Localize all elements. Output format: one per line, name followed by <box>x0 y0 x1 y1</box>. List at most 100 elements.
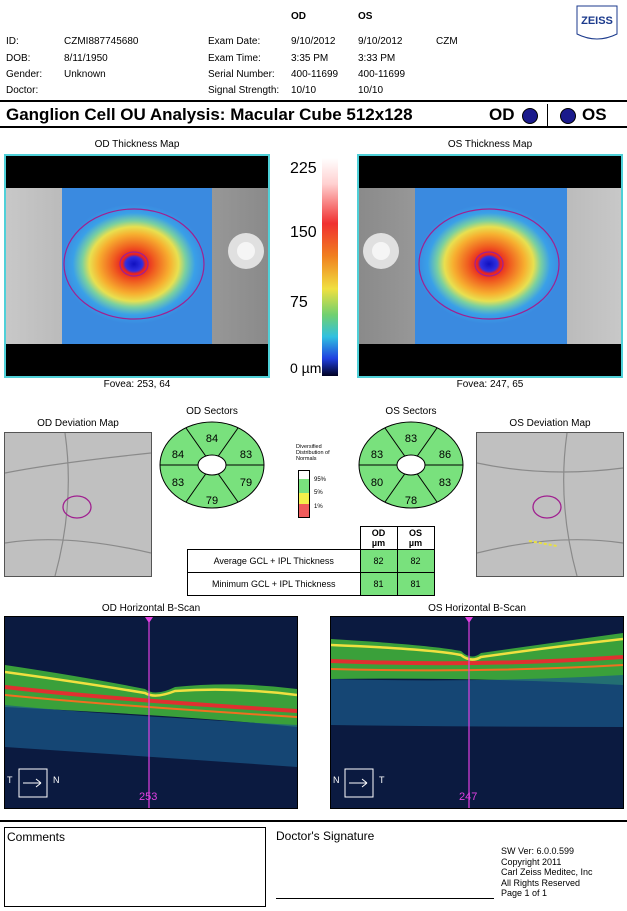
scale-label-0: 0 µm <box>290 360 322 376</box>
os-sector-inferonasal: 80 <box>371 477 383 489</box>
zeiss-logo-text: ZEISS <box>581 15 613 27</box>
od-bscan-title: OD Horizontal B-Scan <box>101 603 201 614</box>
table-row: Average GCL + IPL Thickness 82 82 <box>187 548 435 573</box>
gender-value: Unknown <box>64 69 106 80</box>
od-sector-inferotemporal: 83 <box>172 477 184 489</box>
os-sector-superonasal: 83 <box>371 449 383 461</box>
scale-label-75: 75 <box>290 294 308 311</box>
col-header-os: OS µm <box>396 526 435 550</box>
doctor-label: Doctor: <box>6 85 39 96</box>
gcl-thickness-table: OD µm OS µm Average GCL + IPL Thickness … <box>187 526 435 596</box>
os-bscan-image[interactable]: N T 247 <box>330 616 624 809</box>
os-sector-superotemporal: 86 <box>439 449 451 461</box>
normals-legend-title: Diversified Distribution of Normals <box>296 444 330 462</box>
od-bscan-position: 253 <box>139 791 158 803</box>
exam-date-label: Exam Date: <box>208 36 261 47</box>
od-fovea-label: Fovea: 253, 64 <box>103 379 171 390</box>
os-fovea-label: Fovea: 247, 65 <box>456 379 524 390</box>
os-eye-dot-icon <box>560 108 576 124</box>
normals-legend-bar <box>298 470 310 518</box>
operator: CZM <box>436 36 458 47</box>
legend-1: 1% <box>314 504 323 510</box>
legend-95: 95% <box>314 477 327 483</box>
od-thickness-map[interactable] <box>4 154 270 378</box>
signal-od: 10/10 <box>291 85 317 96</box>
os-thickness-title: OS Thickness Map <box>447 139 533 150</box>
id-label: ID: <box>6 36 19 47</box>
serial-od: 400-11699 <box>291 69 339 80</box>
minimum-od-value: 81 <box>359 571 398 596</box>
signature-line[interactable] <box>276 898 494 899</box>
od-sector-inferonasal: 79 <box>240 477 252 489</box>
average-od-value: 82 <box>359 548 398 573</box>
os-sectors-title: OS Sectors <box>385 406 437 417</box>
title-divider <box>547 104 548 126</box>
page-number: Page 1 of 1 <box>501 888 548 898</box>
footer-divider <box>0 820 627 822</box>
serial-label: Serial Number: <box>208 69 275 80</box>
dob-label: DOB: <box>6 53 31 64</box>
od-sector-inferior: 79 <box>206 495 218 507</box>
exam-date-od: 9/10/2012 <box>291 36 336 47</box>
rights-text: All Rights Reserved <box>501 877 581 888</box>
od-title-label: OD <box>489 105 515 124</box>
od-bscan-n: N <box>53 775 60 785</box>
os-title-label: OS <box>582 105 607 124</box>
os-bscan-n: N <box>333 775 340 785</box>
row-label-minimum: Minimum GCL + IPL Thickness <box>187 571 361 596</box>
comments-label: Comments <box>7 830 66 844</box>
gender-label: Gender: <box>6 69 43 80</box>
table-header-row: OD µm OS µm <box>188 526 435 550</box>
os-sector-superior: 83 <box>405 433 417 445</box>
company-name: Carl Zeiss Meditec, Inc <box>501 867 593 877</box>
exam-time-os: 3:33 PM <box>358 53 396 64</box>
col-header-od: OD µm <box>359 526 398 550</box>
od-sector-chart: 84 83 79 79 83 84 <box>159 421 265 509</box>
od-deviation-title: OD Deviation Map <box>37 418 119 429</box>
zeiss-logo: ZEISS <box>575 4 619 42</box>
comments-box[interactable]: Comments <box>4 827 266 907</box>
od-sector-superonasal: 83 <box>240 449 252 461</box>
serial-os: 400-11699 <box>358 69 406 80</box>
od-thickness-title: OD Thickness Map <box>94 139 180 150</box>
exam-date-os: 9/10/2012 <box>358 36 403 47</box>
od-eye-dot-icon <box>522 108 538 124</box>
os-sector-chart: 83 86 83 78 80 83 <box>358 421 464 509</box>
od-deviation-map[interactable] <box>4 432 152 577</box>
od-bscan-t: T <box>7 775 13 785</box>
signal-label: Signal Strength: <box>208 85 280 96</box>
average-os-value: 82 <box>396 548 435 573</box>
os-sector-inferior: 78 <box>405 495 417 507</box>
exam-time-label: Exam Time: <box>208 53 261 64</box>
row-label-average: Average GCL + IPL Thickness <box>187 548 361 573</box>
os-bscan-title: OS Horizontal B-Scan <box>428 603 526 614</box>
scale-label-150: 150 <box>290 224 317 241</box>
signature-label: Doctor's Signature <box>276 829 375 843</box>
od-sectors-title: OD Sectors <box>186 406 238 417</box>
od-bscan-image[interactable]: T N 253 <box>4 616 298 809</box>
od-sector-superior: 84 <box>206 433 218 445</box>
od-sector-superotemporal: 84 <box>172 449 184 461</box>
table-row: Minimum GCL + IPL Thickness 81 81 <box>187 571 435 596</box>
copyright: Copyright 2011 <box>501 856 562 867</box>
legend-5: 5% <box>314 490 323 496</box>
page-title: Ganglion Cell OU Analysis: Macular Cube … <box>6 105 413 124</box>
sw-version: SW Ver: 6.0.0.599 <box>501 846 575 856</box>
thickness-color-scale <box>322 158 338 376</box>
scale-label-225: 225 <box>290 160 317 177</box>
os-bscan-t: T <box>379 775 385 785</box>
os-bscan-position: 247 <box>459 791 478 803</box>
os-column-header: OS <box>358 11 373 22</box>
os-deviation-title: OS Deviation Map <box>509 418 591 429</box>
title-bar: Ganglion Cell OU Analysis: Macular Cube … <box>0 100 627 128</box>
os-thickness-map[interactable] <box>357 154 623 378</box>
id-value: CZMI887745680 <box>64 36 139 47</box>
od-column-header: OD <box>291 11 306 22</box>
os-sector-inferotemporal: 83 <box>439 477 451 489</box>
signal-os: 10/10 <box>358 85 384 96</box>
software-info: SW Ver: 6.0.0.599 Copyright 2011 Carl Ze… <box>501 846 593 899</box>
dob-value: 8/11/1950 <box>64 53 108 64</box>
exam-time-od: 3:35 PM <box>291 53 329 64</box>
os-deviation-map[interactable] <box>476 432 624 577</box>
minimum-os-value: 81 <box>396 571 435 596</box>
